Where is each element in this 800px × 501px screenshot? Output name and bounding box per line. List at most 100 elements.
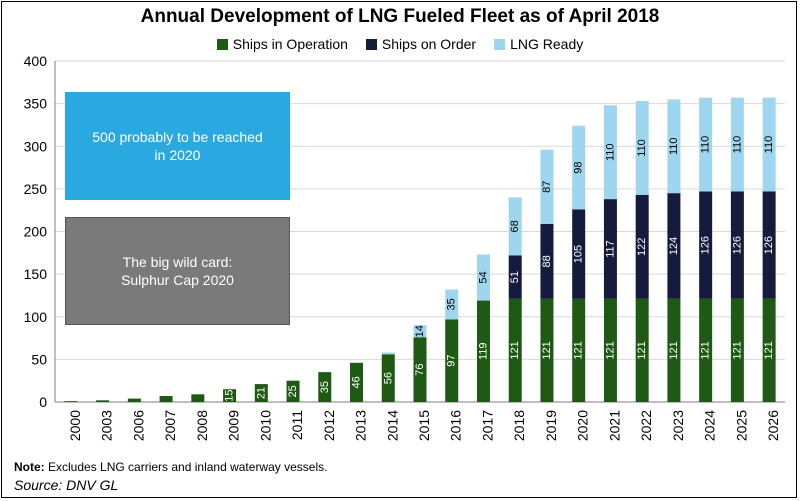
x-tick-label: 2022 <box>638 410 654 441</box>
bar-segment <box>667 99 681 194</box>
bar-segment <box>413 337 427 402</box>
legend-item-operation: Ships in Operation <box>216 36 348 52</box>
bar-segment <box>603 105 617 200</box>
bar-value-label: 25 <box>287 385 299 397</box>
x-tick-label: 2015 <box>416 410 432 441</box>
x-tick-label: 2017 <box>479 410 495 441</box>
annotation-box-blue: 500 probably to be reached in 2020 <box>65 92 290 200</box>
bar-segment <box>508 255 522 299</box>
bar-segment <box>476 254 490 301</box>
bar-value-label: 110 <box>700 136 712 154</box>
x-tick-label: 2026 <box>765 410 781 441</box>
x-tick-label: 2007 <box>162 410 178 441</box>
x-tick-label: 2003 <box>99 410 115 441</box>
bar-segment <box>254 384 268 402</box>
bar-value-label: 98 <box>573 161 585 173</box>
bar-value-label: 46 <box>351 376 363 388</box>
bar-segment <box>572 209 586 299</box>
bar-segment <box>286 380 300 402</box>
bar-value-label: 126 <box>700 236 712 254</box>
bar-value-label: 121 <box>509 341 521 359</box>
bar-segment <box>350 362 364 402</box>
x-tick-label: 2024 <box>702 410 718 441</box>
bar-segment <box>540 149 554 224</box>
x-tick-label: 2008 <box>194 410 210 441</box>
bar-value-label: 15 <box>224 389 236 401</box>
bar-segment <box>508 197 522 256</box>
bar-value-label: 126 <box>731 236 743 254</box>
bar-segment <box>191 394 205 402</box>
y-tick-label: 200 <box>24 224 48 240</box>
x-tick-label: 2012 <box>321 410 337 441</box>
bar-segment <box>730 191 744 299</box>
bar-segment <box>381 352 395 355</box>
bar-value-label: 121 <box>731 341 743 359</box>
bar-segment <box>127 398 141 402</box>
bar-value-label: 121 <box>541 341 553 359</box>
annotation-box-gray: The big wild card: Sulphur Cap 2020 <box>65 217 290 325</box>
bar-value-label: 119 <box>477 343 489 361</box>
y-tick-label: 50 <box>31 351 47 367</box>
bar-value-label: 121 <box>636 341 648 359</box>
legend-item-order: Ships on Order <box>365 36 477 52</box>
bar-value-label: 124 <box>668 237 680 255</box>
bar-segment <box>223 389 237 402</box>
bar-segment <box>445 319 459 402</box>
bar-value-label: 87 <box>541 181 553 193</box>
legend-label-operation: Ships in Operation <box>232 36 348 52</box>
bar-value-label: 110 <box>636 139 648 157</box>
bar-value-label: 68 <box>509 220 521 232</box>
legend-label-order: Ships on Order <box>381 36 477 52</box>
bar-segment <box>603 199 617 299</box>
bar-segment <box>572 125 586 210</box>
bar-value-label: 14 <box>414 325 426 337</box>
bar-value-label: 110 <box>668 137 680 155</box>
bar-value-label: 97 <box>446 355 458 367</box>
x-tick-label: 2000 <box>67 410 83 441</box>
x-tick-label: 2009 <box>226 410 242 441</box>
bar-value-label: 51 <box>509 271 521 283</box>
annotation-text-blue: 500 probably to be reached in 2020 <box>92 129 263 163</box>
bar-segment <box>445 289 459 320</box>
bar-value-label: 121 <box>573 341 585 359</box>
bar-value-label: 122 <box>636 238 648 256</box>
y-tick-label: 100 <box>24 309 48 325</box>
y-tick-label: 350 <box>24 96 48 112</box>
bar-segment <box>318 372 332 402</box>
bar-value-label: 117 <box>604 240 616 258</box>
bar-segment <box>699 191 713 299</box>
bar-segment <box>635 101 649 195</box>
x-tick-label: 2014 <box>384 410 400 441</box>
bar-value-label: 110 <box>731 136 743 154</box>
bar-segment <box>667 193 681 299</box>
bar-segment <box>635 194 649 299</box>
x-tick-label: 2019 <box>543 410 559 441</box>
legend-item-ready: LNG Ready <box>494 36 583 52</box>
bar-segment <box>699 97 713 192</box>
footnote: Note: Excludes LNG carriers and inland w… <box>14 460 327 474</box>
x-tick-label: 2021 <box>606 410 622 441</box>
y-tick-label: 400 <box>24 53 48 69</box>
bar-segment <box>96 400 110 402</box>
x-tick-label: 2018 <box>511 410 527 441</box>
bar-value-label: 121 <box>604 341 616 359</box>
bar-segment <box>730 97 744 192</box>
bar-value-label: 76 <box>414 363 426 375</box>
bar-segment <box>159 396 173 402</box>
y-tick-label: 250 <box>24 181 48 197</box>
bar-value-label: 54 <box>477 271 489 283</box>
bar-value-label: 88 <box>541 255 553 267</box>
bar-segment <box>381 354 395 402</box>
bar-segment <box>413 325 427 338</box>
bar-value-label: 35 <box>319 381 331 393</box>
x-tick-label: 2016 <box>448 410 464 441</box>
x-tick-label: 2006 <box>130 410 146 441</box>
source-credit: Source: DNV GL <box>14 477 119 493</box>
bar-segment <box>667 298 681 402</box>
bar-segment <box>603 298 617 402</box>
bar-value-label: 126 <box>763 236 775 254</box>
legend-swatch-order <box>365 38 377 50</box>
bar-segment <box>730 298 744 402</box>
legend-label-ready: LNG Ready <box>510 36 584 52</box>
